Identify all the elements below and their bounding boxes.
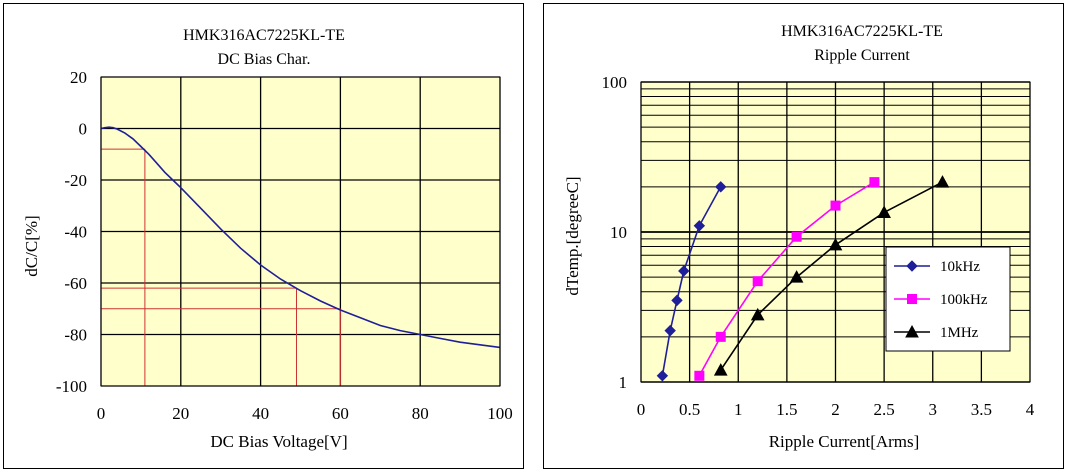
series-group [656,175,950,382]
series-line [100,126,501,349]
x-tick-label: 3 [929,400,938,419]
series-10kHz [656,181,727,382]
y-tick-labels: 20 0 -20 -40 -60 -80 -100 [56,68,87,396]
x-tick-label: 60 [332,404,349,423]
series-line [661,186,722,376]
y-axis-label: dTemp.[degreeC] [563,176,582,295]
x-axis-label: Ripple Current[Arms] [769,432,920,451]
reference-lines [101,148,341,386]
plot-frame [640,81,1031,383]
legend-label: 10kHz [940,259,980,275]
ripple-current-chart-panel: HMK316AC7225KL-TE Ripple Current 0 0.5 1 1.… [543,3,1064,469]
data-point [791,231,802,242]
x-tick-label: 2.5 [874,400,895,419]
legend-item: 10kHz [894,259,980,275]
data-point [715,331,726,342]
y-tick-label: 100 [602,73,628,92]
x-tick-label: 3.5 [971,400,992,419]
data-point [713,363,728,376]
legend-item: 1MHz [894,324,979,341]
x-tick-label: 100 [487,404,513,423]
x-tick-label: 0 [637,400,646,419]
x-tick-label: 0.5 [679,400,700,419]
data-point [671,294,683,307]
plot-frame [100,76,501,387]
legend-item: 100kHz [894,292,988,308]
y-tick-label: -40 [64,223,87,242]
data-point [935,175,950,188]
x-tick-label: 1.5 [776,400,797,419]
data-point [828,237,843,251]
data-point [750,307,765,321]
data-point [906,260,918,272]
data-point [664,324,676,337]
y-tick-label: 20 [70,68,87,87]
series-line [698,181,875,377]
data-point [678,265,690,277]
dc-bias-chart-panel: HMK316AC7225KL-TE DC Bias Char. 0 20 40 60 8… [3,3,524,469]
y-tick-label: 1 [619,373,628,392]
series-1MHz [713,175,950,376]
legend: 10kHz 100kHz 1MHz [885,246,1011,352]
y-tick-label: -100 [56,377,87,396]
data-point [907,294,917,304]
data-point [694,370,705,381]
x-tick-label: 20 [172,404,189,423]
series-100kHz [694,177,880,381]
y-axis-label: dC/C[%] [22,215,41,276]
y-tick-label: -80 [64,326,87,345]
y-tick-label: 0 [79,120,88,139]
x-tick-label: 4 [1026,400,1035,419]
data-point [715,181,727,193]
chart-title: HMK316AC7225KL-TE [183,27,345,44]
data-point [656,370,669,382]
legend-label: 100kHz [940,292,988,308]
data-point [869,177,880,188]
chart-subtitle: DC Bias Char. [218,51,311,68]
x-axis-label: DC Bias Voltage[V] [210,432,347,451]
x-tick-label: 2 [831,400,840,419]
x-tick-labels: 0 0.5 1 1.5 2 2.5 3 3.5 4 [637,400,1035,419]
dc-bias-chart: HMK316AC7225KL-TE DC Bias Char. 0 20 40 60 8… [22,27,513,451]
x-tick-label: 40 [252,404,269,423]
y-tick-label: 10 [610,223,627,242]
data-point [877,205,891,218]
series-group [100,126,501,349]
chart-title: HMK316AC7225KL-TE [781,23,943,40]
y-tick-label: -60 [64,274,87,293]
data-point [752,276,763,287]
y-tick-labels: 100 10 1 [602,73,628,392]
data-point [789,270,804,283]
data-point [693,220,706,232]
x-tick-label: 80 [412,404,429,423]
chart-subtitle: Ripple Current [814,47,910,64]
grid-lines [100,76,501,387]
data-point [830,200,841,211]
y-tick-label: -20 [64,171,87,190]
series-line [720,181,943,371]
data-point [905,324,919,338]
ripple-current-chart: HMK316AC7225KL-TE Ripple Current 0 0.5 1 1.… [563,23,1035,451]
x-tick-label: 0 [97,404,106,423]
x-tick-labels: 0 20 40 60 80 100 [97,404,513,423]
legend-label: 1MHz [940,325,979,341]
x-tick-label: 1 [734,400,743,419]
